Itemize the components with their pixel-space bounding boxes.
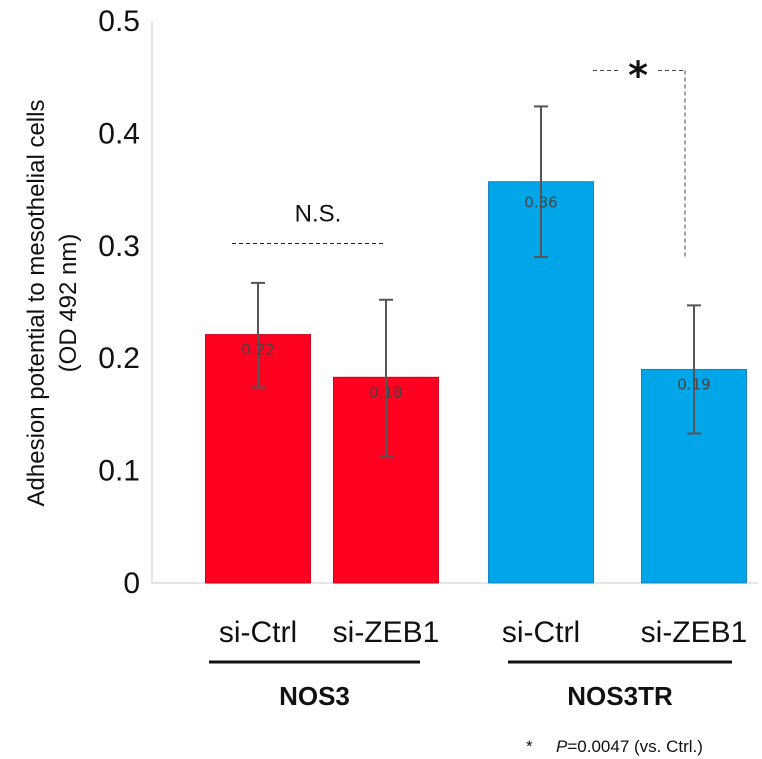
y-axis-title: Adhesion potential to mesothelial cells … (23, 100, 82, 507)
y-tick-label: 0.1 (98, 455, 140, 488)
y-tick-label: 0.5 (98, 5, 140, 38)
category-label: si-Ctrl (219, 616, 297, 649)
data-label: 0.22 (241, 341, 274, 359)
footnote-value: =0.0047 (vs. Ctrl.) (567, 737, 703, 756)
y-tick-label: 0 (123, 567, 140, 600)
footnote-text: P=0.0047 (vs. Ctrl.) (556, 737, 703, 756)
category-label: si-Ctrl (502, 616, 580, 649)
y-tick-label: 0.2 (98, 342, 140, 375)
category-labels: si-Ctrl si-ZEB1 si-Ctrl si-ZEB1 (219, 616, 748, 649)
y-tick-label: 0.4 (98, 117, 140, 150)
footnote: * P=0.0047 (vs. Ctrl.) (526, 737, 703, 756)
y-axis-label-line2: (OD 492 nm) (55, 234, 82, 373)
data-label: 0.19 (677, 375, 710, 393)
group-label: NOS3TR (567, 681, 673, 711)
category-label: si-ZEB1 (333, 616, 440, 649)
data-label: 0.36 (524, 194, 557, 212)
category-label: si-ZEB1 (641, 616, 748, 649)
annotations: N.S. * (232, 53, 686, 260)
group-label: NOS3 (279, 681, 350, 711)
y-axis-ticks: 0 0.1 0.2 0.3 0.4 0.5 (98, 5, 140, 600)
significance-marker: * (628, 53, 648, 97)
data-label: 0.18 (369, 383, 402, 401)
bar (333, 376, 439, 584)
ns-label: N.S. (295, 201, 342, 228)
group-labels: NOS3 NOS3TR (209, 660, 732, 711)
footnote-p-label: P (556, 737, 568, 756)
y-axis-label-line1: Adhesion potential to mesothelial cells (23, 100, 50, 507)
y-tick-label: 0.3 (98, 230, 140, 263)
footnote-marker: * (526, 737, 533, 756)
bars: 0.22 0.18 0.36 0.19 (205, 105, 747, 584)
